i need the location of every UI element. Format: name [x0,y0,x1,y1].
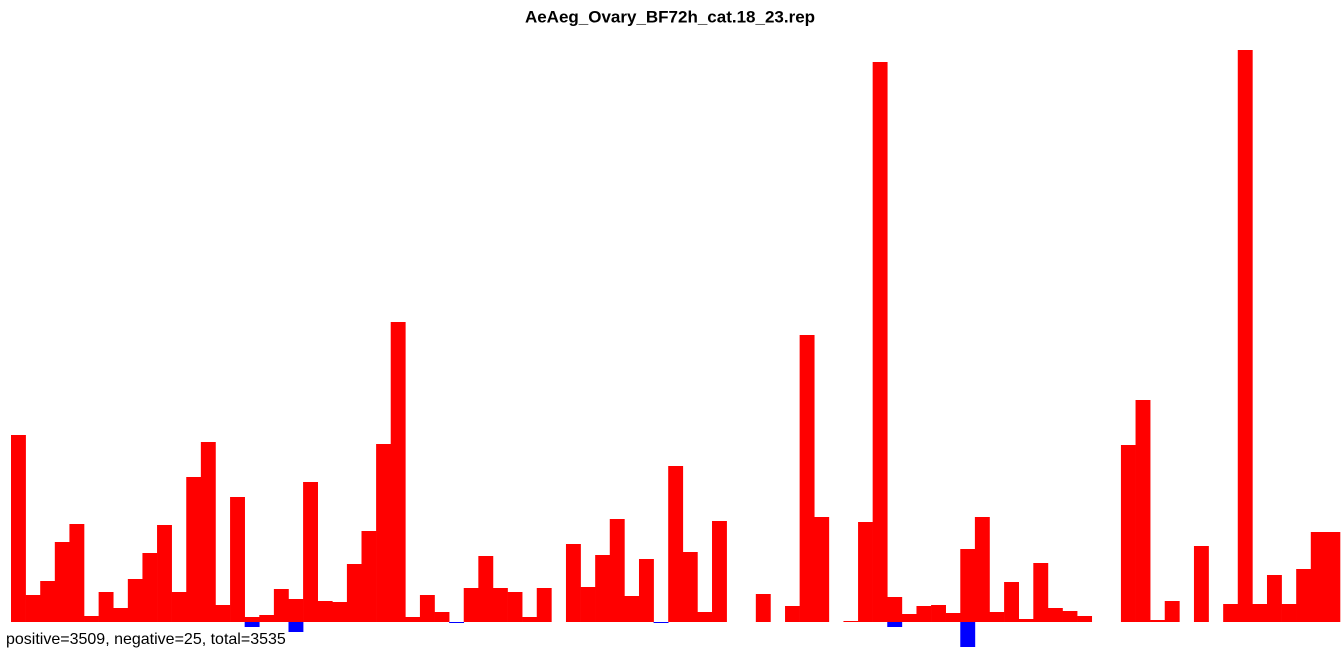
bar [887,622,903,627]
bar [638,559,654,622]
bar [54,542,70,622]
bar [536,588,552,622]
bar [799,335,815,622]
bar [230,497,245,622]
bar [419,595,435,622]
bar [1150,620,1166,622]
bar [785,606,800,622]
bar [609,519,625,622]
bar [624,596,640,622]
bar [565,544,581,622]
bar [1164,601,1180,622]
bar [1325,532,1341,622]
bar [697,612,713,622]
bar [346,564,362,622]
bar [1281,604,1297,622]
bar [1252,604,1268,622]
summary-note: positive=3509, negative=25, total=3535 [6,631,286,648]
bar [887,597,903,622]
bar [449,622,465,623]
bar [303,482,318,622]
bar [1223,604,1239,622]
bar [405,617,421,622]
bar [200,442,216,622]
bar [84,616,99,622]
bar [1047,608,1063,622]
bar [580,587,596,622]
bar [332,602,348,622]
bar [755,594,771,622]
bar [1062,611,1078,622]
bar [522,617,538,622]
bar [960,549,976,622]
bar [1077,616,1093,622]
bar [244,617,260,622]
bar [40,581,56,622]
bar [1310,532,1326,622]
bar [113,608,129,622]
bar [361,531,377,622]
bar [69,524,85,622]
chart-title: AeAeg_Ovary_BF72h_cat.18_23.rep [525,7,815,26]
bar [434,612,450,622]
bar [814,517,830,622]
bar [945,613,961,622]
bar [843,621,859,622]
bar [872,62,888,622]
bar [273,589,289,622]
bar [288,599,304,622]
bar [142,553,158,622]
bar [1033,563,1049,622]
bar [858,522,873,622]
bar [1135,400,1151,622]
bar [1266,575,1282,622]
bar [668,466,684,622]
bar [11,435,26,622]
bar [931,605,946,622]
bar [1004,582,1020,622]
bar [1193,546,1209,622]
bar [376,444,392,622]
bar [916,606,932,622]
bar [478,556,494,622]
bar [244,622,260,627]
bar [1018,619,1034,622]
bar [682,552,698,622]
bar [901,614,917,622]
bar [186,477,202,622]
bar [215,605,231,622]
bar [390,322,406,622]
bar [171,592,187,622]
bar [1296,569,1312,622]
bar [1237,50,1253,622]
bar [127,579,143,622]
bar [974,517,990,622]
bar [1120,445,1136,622]
bar [989,612,1005,622]
bar [98,592,114,622]
bar [595,555,611,622]
bar [507,592,523,622]
bar [463,588,479,622]
bar [259,615,275,622]
bar [157,525,172,622]
bar [317,601,333,622]
bar [960,622,976,647]
bar [288,622,304,632]
bar [653,622,669,623]
bar [492,588,508,622]
bar [25,595,41,622]
bar [712,521,727,622]
